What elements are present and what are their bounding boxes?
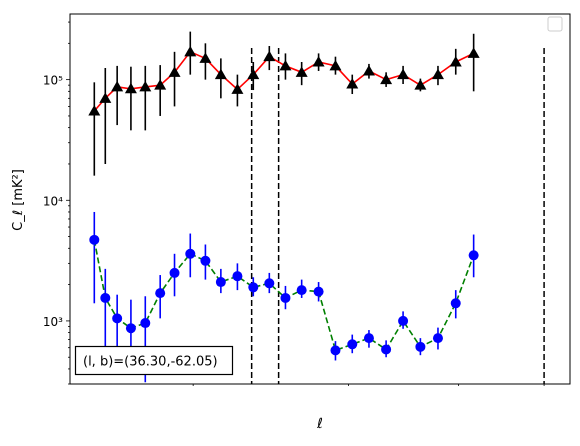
data-point-triangle [346, 78, 359, 89]
data-point-triangle [263, 50, 276, 62]
data-point-circle [215, 277, 226, 288]
data-point-circle [264, 278, 275, 289]
data-point-circle [125, 323, 136, 334]
data-point-circle [169, 267, 180, 278]
data-point-triangle [467, 47, 480, 58]
data-point-triangle [99, 92, 112, 103]
data-point-triangle [431, 68, 444, 80]
x-ticks: 10³ [192, 384, 545, 386]
data-point-circle [89, 234, 100, 245]
data-point-circle [232, 271, 243, 282]
data-point-circle [363, 333, 374, 344]
data-point-circle [468, 250, 479, 261]
data-point-circle [140, 318, 151, 329]
data-point-triangle [414, 79, 427, 90]
plot-frame [69, 13, 571, 385]
data-point-triangle [397, 68, 410, 80]
data-point-triangle [154, 79, 167, 90]
legend-box [547, 16, 563, 32]
annotation-box: (l, b)=(36.30,-62.05) [74, 345, 234, 376]
data-point-triangle [362, 64, 375, 76]
data-point-triangle [214, 68, 227, 80]
data-point-circle [415, 341, 426, 352]
data-point-circle [450, 298, 461, 309]
data-point-circle [330, 345, 341, 356]
data-point-triangle [312, 56, 325, 67]
data-point-circle [155, 288, 166, 299]
data-point-triangle [279, 59, 292, 71]
data-point-triangle [168, 66, 181, 77]
data-point-triangle [124, 82, 137, 94]
data-point-triangle [199, 52, 212, 63]
data-point-circle [381, 344, 392, 355]
x-axis-label: ℓ [316, 416, 323, 432]
markers-circles [89, 234, 479, 356]
data-point-circle [185, 248, 196, 259]
markers-triangles [88, 45, 480, 116]
data-point-circle [398, 315, 409, 326]
data-point-circle [432, 333, 443, 344]
data-point-circle [313, 286, 324, 297]
data-point-triangle [231, 83, 244, 94]
y-tick-label: 10³ [43, 315, 63, 329]
y-tick-label: 10⁵ [43, 74, 63, 88]
data-point-triangle [329, 59, 342, 71]
data-point-triangle [139, 80, 152, 92]
data-point-triangle [111, 80, 124, 92]
data-point-circle [347, 339, 358, 350]
y-tick-label: 10⁴ [43, 194, 63, 208]
annotation-text: (l, b)=(36.30,-62.05) [83, 355, 218, 370]
y-ticks: 10³ 10⁴ 10⁵ [43, 21, 70, 385]
data-point-circle [248, 282, 259, 293]
error-bars-black [93, 31, 475, 176]
data-point-triangle [380, 73, 393, 85]
data-point-circle [280, 292, 291, 303]
data-point-circle [100, 292, 111, 303]
vertical-dashed-lines [250, 48, 545, 384]
data-point-triangle [295, 66, 308, 77]
data-point-triangle [88, 104, 101, 116]
data-point-triangle [184, 45, 197, 57]
data-point-triangle [247, 68, 260, 80]
data-point-circle [296, 285, 307, 296]
data-point-circle [200, 255, 211, 266]
series-line-red [93, 50, 474, 112]
data-point-triangle [449, 56, 462, 67]
data-point-circle [112, 313, 123, 324]
y-axis-label: C_ℓ [mK²] [11, 169, 26, 231]
